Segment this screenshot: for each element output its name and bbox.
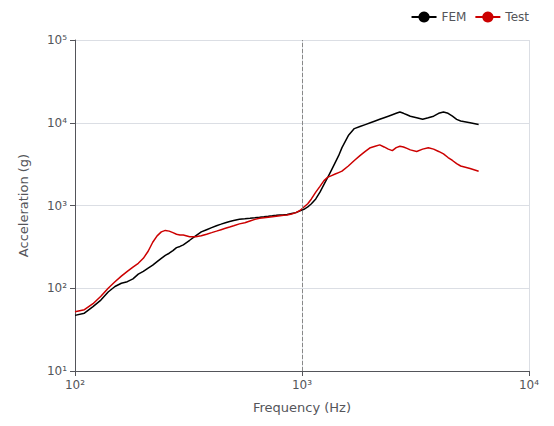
svg-text:Acceleration (g): Acceleration (g) (16, 154, 31, 257)
svg-text:10⁴: 10⁴ (519, 378, 539, 392)
svg-text:10⁵: 10⁵ (47, 33, 67, 47)
svg-text:Test: Test (504, 10, 529, 24)
svg-text:10³: 10³ (292, 378, 312, 392)
svg-text:10⁴: 10⁴ (47, 116, 67, 130)
svg-text:10²: 10² (47, 281, 67, 295)
svg-text:10²: 10² (65, 378, 85, 392)
svg-text:10³: 10³ (47, 199, 67, 213)
svg-text:Frequency (Hz): Frequency (Hz) (253, 400, 351, 415)
svg-text:10¹: 10¹ (47, 364, 67, 378)
svg-text:FEM: FEM (442, 10, 467, 24)
